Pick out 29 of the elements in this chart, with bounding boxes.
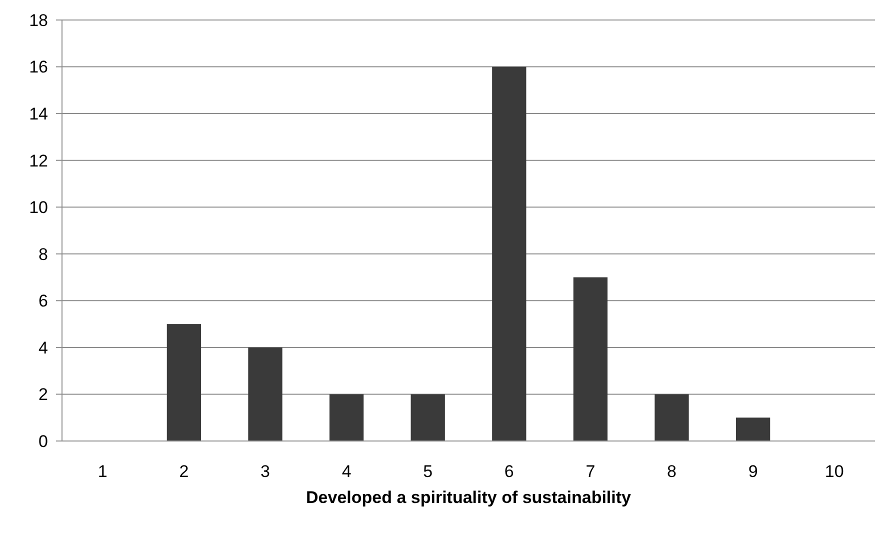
y-tick-label: 6 [38, 292, 48, 311]
y-tick-label: 14 [29, 104, 48, 124]
y-tick-label: 2 [38, 385, 48, 404]
y-tick-label: 12 [29, 151, 48, 170]
y-tick-label: 16 [29, 58, 48, 77]
x-tick-label: 3 [260, 462, 270, 481]
x-tick-label: 9 [748, 462, 758, 481]
x-tick-label: 1 [98, 462, 108, 481]
x-tick-label: 5 [423, 462, 433, 481]
x-tick-label: 7 [586, 462, 596, 481]
bar [573, 277, 608, 441]
y-tick-label: 4 [38, 338, 48, 358]
bar [166, 324, 202, 441]
y-tick-label: 0 [38, 432, 48, 451]
bar [410, 394, 445, 441]
y-tick-label: 18 [29, 10, 48, 30]
x-tick-label: 4 [342, 462, 352, 481]
x-tick-label: 8 [667, 462, 676, 481]
x-tick-label: 6 [504, 462, 514, 481]
y-tick-label: 8 [38, 244, 48, 264]
x-tick-label: 2 [179, 462, 189, 481]
bar [329, 394, 364, 441]
y-tick-label: 10 [29, 198, 48, 218]
x-tick-label: 10 [824, 462, 844, 481]
bar [736, 418, 770, 441]
bar [492, 66, 526, 441]
x-axis-title: Developed a spirituality of sustainability [306, 488, 632, 507]
bar [654, 394, 689, 441]
bar [248, 347, 282, 441]
